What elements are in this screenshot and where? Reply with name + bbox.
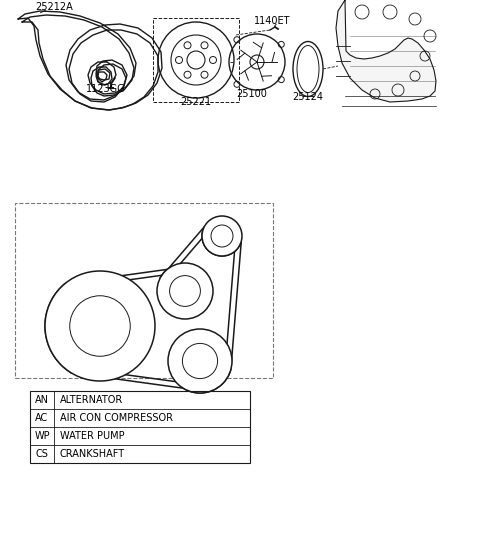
Text: 1123GG: 1123GG (86, 84, 126, 94)
Text: CRANKSHAFT: CRANKSHAFT (60, 449, 125, 459)
Circle shape (211, 225, 233, 247)
Text: 25100: 25100 (237, 89, 267, 99)
Text: ALTERNATOR: ALTERNATOR (60, 395, 123, 405)
Text: 25221: 25221 (180, 97, 212, 107)
Bar (30, 391, 250, 463)
Text: WATER PUMP: WATER PUMP (60, 431, 125, 441)
Bar (15, 203, 273, 378)
Circle shape (45, 271, 155, 381)
Polygon shape (336, 0, 436, 102)
Bar (153, 18, 239, 102)
Circle shape (168, 329, 232, 393)
Text: AN: AN (214, 231, 230, 241)
Text: CS: CS (91, 319, 109, 333)
Text: WP: WP (34, 431, 50, 441)
Text: 25212A: 25212A (35, 2, 73, 12)
Circle shape (182, 343, 217, 378)
Circle shape (157, 263, 213, 319)
Text: AIR CON COMPRESSOR: AIR CON COMPRESSOR (60, 413, 173, 423)
Circle shape (169, 276, 201, 306)
Text: AC: AC (192, 354, 208, 367)
Text: 25124: 25124 (292, 92, 324, 102)
Text: 1140ET: 1140ET (254, 16, 290, 26)
Text: AN: AN (35, 395, 49, 405)
Text: CS: CS (36, 449, 48, 459)
Circle shape (202, 216, 242, 256)
Text: WP: WP (175, 284, 195, 298)
Text: AC: AC (36, 413, 48, 423)
Circle shape (70, 296, 130, 356)
